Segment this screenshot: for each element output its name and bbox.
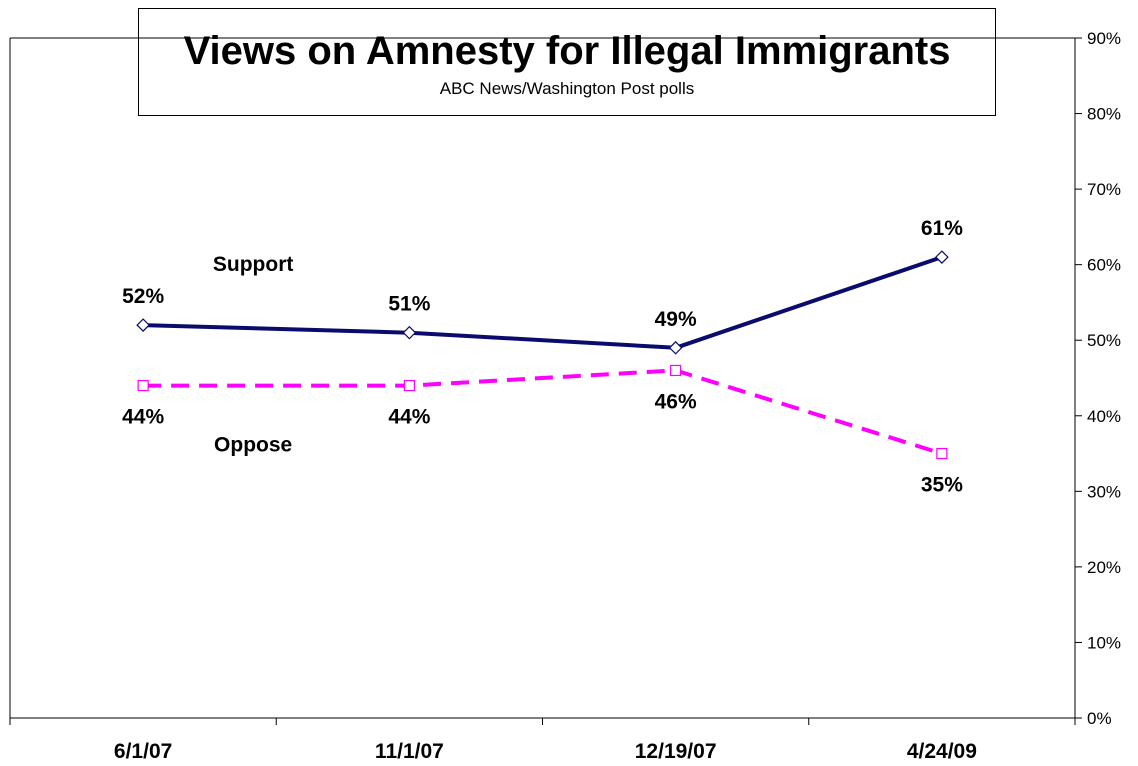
data-point-support	[136, 318, 150, 332]
data-label-support: 49%	[655, 308, 697, 331]
y-tick-label: 70%	[1087, 180, 1121, 199]
x-tick-label: 4/24/09	[907, 740, 977, 763]
y-tick-label: 60%	[1087, 256, 1121, 275]
chart-title: Views on Amnesty for Illegal Immigrants	[183, 29, 951, 73]
data-point-oppose	[137, 379, 149, 392]
series-line-support	[143, 255, 943, 350]
series-label-support: Support	[213, 253, 293, 276]
data-label-oppose: 35%	[921, 474, 963, 497]
series-line-oppose	[143, 368, 943, 456]
series-label-oppose: Oppose	[214, 434, 292, 457]
data-label-support: 51%	[388, 293, 430, 316]
data-point-oppose	[670, 364, 682, 377]
y-axis: 0% 10% 20% 30% 40% 50% 60% 70% 80% 90%	[1074, 29, 1121, 728]
data-point-oppose	[403, 379, 415, 392]
y-tick-label: 20%	[1087, 558, 1121, 577]
data-label-oppose: 44%	[388, 406, 430, 429]
data-label-oppose: 44%	[122, 406, 164, 429]
x-axis: 6/1/07 11/1/07 12/19/07 4/24/09	[9, 717, 1076, 763]
x-tick-label: 12/19/07	[635, 740, 717, 763]
data-label-oppose: 46%	[655, 390, 697, 413]
y-tick-label: 50%	[1087, 331, 1121, 350]
y-tick-label: 30%	[1087, 482, 1121, 501]
data-point-support	[668, 340, 683, 355]
y-tick-label: 40%	[1087, 407, 1121, 426]
data-point-support	[935, 250, 949, 264]
y-tick-label: 10%	[1087, 633, 1121, 652]
data-label-support: 52%	[122, 285, 164, 308]
y-tick-label: 80%	[1087, 105, 1121, 124]
series-group	[136, 250, 949, 460]
plot-frame	[9, 37, 1075, 718]
data-point-oppose	[936, 447, 948, 460]
data-label-support: 61%	[921, 217, 963, 240]
y-tick-label: 0%	[1087, 709, 1112, 728]
data-labels: 52% 51% 49% 61% Support 44% 44% 46% 35% Oppose	[122, 217, 963, 496]
y-tick-label: 90%	[1087, 29, 1121, 48]
data-point-support	[402, 325, 417, 340]
x-tick-label: 6/1/07	[114, 740, 172, 763]
x-tick-label: 11/1/07	[375, 740, 444, 763]
chart-subtitle: ABC News/Washington Post polls	[439, 79, 695, 98]
chart-title-box: Views on Amnesty for Illegal Immigrants …	[138, 8, 996, 116]
